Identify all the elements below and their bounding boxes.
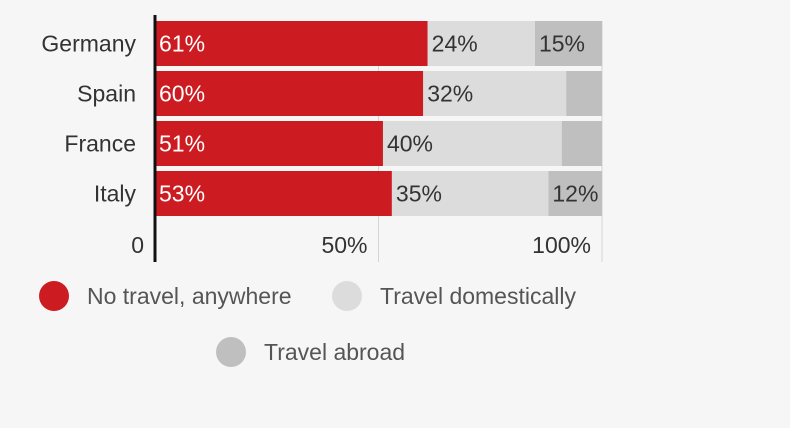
legend-label-travel-domestically: Travel domestically — [380, 282, 576, 309]
legend-item-no-travel: No travel, anywhere — [39, 281, 292, 311]
bar-italy-travel-domestically — [391, 171, 549, 216]
bar-italy-no-travel-anywhere — [155, 171, 392, 216]
x-tick-label-100: 100% — [532, 232, 591, 258]
legend-swatch-travel-abroad — [216, 337, 246, 367]
data-label-spain-travel-domestically: 32% — [427, 81, 473, 107]
category-label-germany: Germany — [41, 31, 136, 57]
legend-swatch-travel-domestically — [332, 281, 362, 311]
data-label-france-no-travel-anywhere: 51% — [159, 131, 205, 157]
category-label-france: France — [64, 131, 136, 157]
legend-swatch-no-travel — [39, 281, 69, 311]
bar-france-travel-domestically — [382, 121, 562, 166]
legend-label-travel-abroad: Travel abroad — [264, 338, 406, 365]
bar-germany-travel-abroad — [534, 21, 602, 66]
data-label-germany-travel-domestically: 24% — [432, 31, 478, 57]
legend-label-no-travel: No travel, anywhere — [87, 282, 292, 309]
bar-france-travel-abroad — [561, 121, 602, 166]
data-label-italy-travel-abroad: 12% — [552, 181, 598, 207]
bar-germany-no-travel-anywhere — [155, 21, 428, 66]
category-label-italy: Italy — [94, 181, 137, 207]
bar-spain-travel-domestically — [423, 71, 567, 116]
bar-germany-travel-domestically — [427, 21, 535, 66]
bar-france-no-travel-anywhere — [155, 121, 383, 166]
data-label-germany-no-travel-anywhere: 61% — [159, 31, 205, 57]
bar-italy-travel-abroad — [548, 171, 602, 216]
data-label-germany-travel-abroad: 15% — [539, 31, 585, 57]
x-tick-label-50: 50% — [321, 232, 367, 258]
data-label-italy-travel-domestically: 35% — [396, 181, 442, 207]
data-label-france-travel-domestically: 40% — [387, 131, 433, 157]
data-label-italy-no-travel-anywhere: 53% — [159, 181, 205, 207]
x-tick-label-0: 0 — [131, 232, 144, 258]
legend-item-travel-abroad: Travel abroad — [216, 337, 405, 367]
category-label-spain: Spain — [77, 81, 136, 107]
bar-spain-travel-abroad — [566, 71, 602, 116]
bar-spain-no-travel-anywhere — [155, 71, 424, 116]
legend-item-travel-domestically: Travel domestically — [332, 281, 576, 311]
data-label-spain-no-travel-anywhere: 60% — [159, 81, 205, 107]
